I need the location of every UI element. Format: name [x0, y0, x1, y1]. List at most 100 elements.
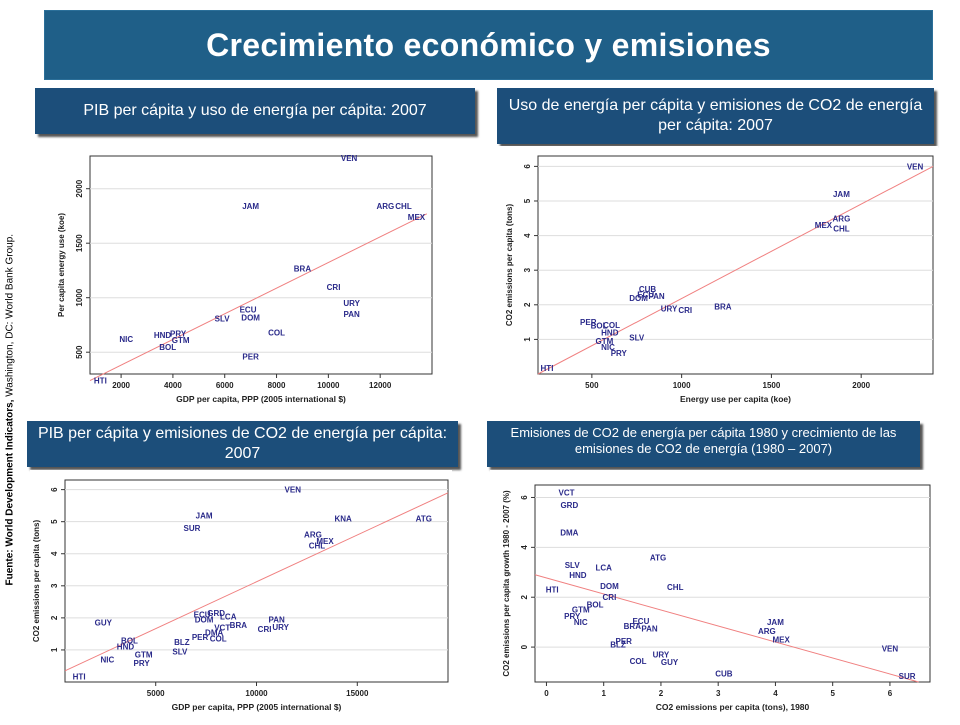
point-label-hti: HTI: [541, 364, 554, 373]
point-label-cri: CRI: [678, 306, 692, 315]
point-label-cub: CUB: [715, 669, 733, 678]
point-label-cri: CRI: [327, 283, 341, 292]
subtitle-bottom-right-text: Emisiones de CO2 de energía per cápita 1…: [510, 425, 897, 456]
point-label-bra: BRA: [714, 303, 732, 312]
subtitle-top-right-text: Uso de energía per cápita y emisiones de…: [508, 97, 923, 134]
point-label-dom: DOM: [195, 615, 214, 624]
x-axis-label: CO2 emissions per capita (tons), 1980: [656, 702, 810, 712]
point-label-dom: DOM: [600, 582, 619, 591]
chart-co2-growth: 0 2 4 6 0 1 2 3 4 5 6 CO2 emissions per capita (ton…: [490, 470, 935, 720]
point-label-kna: KNA: [335, 514, 353, 523]
point-label-grd: GRD: [560, 501, 578, 510]
point-label-chl: CHL: [667, 583, 684, 592]
point-label-ury: URY: [653, 651, 670, 660]
x-tick-label: 2000: [112, 381, 130, 390]
point-label-bol: BOL: [591, 322, 608, 331]
point-label-ven: VEN: [341, 154, 358, 163]
point-label-hnd: HND: [117, 643, 135, 652]
point-label-hnd: HND: [154, 331, 172, 340]
point-label-ury: URY: [343, 299, 360, 308]
x-tick-label: 2: [659, 689, 664, 698]
point-label-ven: VEN: [907, 162, 924, 171]
point-label-bol: BOL: [159, 343, 176, 352]
point-label-hti: HTI: [94, 377, 107, 386]
point-label-ecu: ECU: [194, 611, 211, 620]
y-tick-label: 0: [520, 644, 529, 649]
point-label-slv: SLV: [629, 334, 645, 343]
x-axis-label: GDP per capita, PPP (2005 international …: [172, 702, 342, 712]
plot-frame: [537, 155, 934, 375]
point-label-pry: PRY: [134, 659, 151, 668]
point-label-dom: DOM: [629, 294, 648, 303]
slide-title-bar: Crecimiento económico y emisiones: [44, 10, 933, 80]
x-tick-label: 6000: [216, 381, 234, 390]
subtitle-bottom-right: Emisiones de CO2 de energía per cápita 1…: [487, 421, 920, 467]
x-axis-label: GDP per capita, PPP (2005 international …: [176, 394, 346, 404]
point-label-gtm: GTM: [172, 336, 190, 345]
point-label-hti: HTI: [546, 586, 559, 595]
x-tick-label: 10000: [317, 381, 340, 390]
point-label-bol: BOL: [587, 601, 604, 610]
point-label-blz: BLZ: [174, 638, 190, 647]
point-label-cri: CRI: [603, 593, 617, 602]
x-tick-label: 500: [585, 381, 599, 390]
point-label-slv: SLV: [172, 648, 188, 657]
point-label-bra: BRA: [230, 621, 248, 630]
point-label-dma: DMA: [560, 528, 578, 537]
point-label-col: COL: [268, 329, 285, 338]
y-tick-label: 1: [523, 337, 532, 342]
chart-gdp-energy: 500 1000 1500 2000 2000 4000 6000 8000 10000 1200…: [40, 146, 440, 414]
x-tick-label: 12000: [369, 381, 392, 390]
y-tick-label: 1: [50, 647, 59, 652]
y-axis-label: CO2 emissions per capita (tons): [32, 520, 41, 643]
x-tick-label: 5000: [147, 689, 165, 698]
point-label-col: COL: [603, 321, 620, 330]
y-tick-label: 5: [523, 198, 532, 203]
point-label-pan: PAN: [648, 292, 665, 301]
point-label-pan: PAN: [344, 310, 361, 319]
point-label-pan: PAN: [269, 615, 286, 624]
fit-line: [64, 492, 449, 672]
x-tick-label: 1: [601, 689, 606, 698]
chart-co2-growth-svg: 0 2 4 6 0 1 2 3 4 5 6 CO2 emissions per capita (ton…: [502, 484, 931, 712]
chart-gdp-energy-svg: 500 1000 1500 2000 2000 4000 6000 8000 10000 1200…: [57, 154, 433, 404]
x-tick-label: 8000: [268, 381, 286, 390]
point-label-bra: BRA: [624, 622, 642, 631]
subtitle-top-left: PIB per cápita y uso de energía per cápi…: [35, 88, 475, 134]
y-tick-label: 6: [50, 487, 59, 492]
point-label-sur: SUR: [184, 524, 201, 533]
y-tick-label: 5: [50, 519, 59, 524]
point-label-nic: NIC: [119, 335, 133, 344]
point-label-mex: MEX: [316, 537, 334, 546]
y-tick-label: 6: [523, 164, 532, 169]
point-label-hti: HTI: [73, 673, 86, 682]
subtitle-top-right: Uso de energía per cápita y emisiones de…: [497, 88, 934, 144]
point-label-per: PER: [242, 353, 259, 362]
point-label-ven: VEN: [882, 644, 899, 653]
chart-gdp-co2: 1 2 3 4 5 6 5000 10000 15000 GDP per capita, PPP …: [30, 470, 452, 720]
point-label-dma: DMA: [205, 628, 223, 637]
y-tick-label: 4: [50, 551, 59, 556]
point-label-vct: VCT: [214, 623, 230, 632]
point-label-ecu: ECU: [637, 290, 654, 299]
point-label-atg: ATG: [650, 553, 666, 562]
x-tick-label: 5: [830, 689, 835, 698]
source-bold: Fuente: World Development Indicators,: [4, 399, 16, 586]
point-label-per: PER: [580, 318, 597, 327]
y-tick-label: 6: [520, 495, 529, 500]
x-tick-label: 0: [544, 689, 549, 698]
chart-gdp-co2-svg: 1 2 3 4 5 6 5000 10000 15000 GDP per capita, PPP …: [32, 479, 449, 712]
point-label-ecu: ECU: [240, 306, 257, 315]
y-tick-label: 1500: [75, 234, 84, 252]
chart-energy-co2: 1 2 3 4 5 6 500 1000 1500 2000 Energy use per capi…: [493, 146, 938, 414]
y-tick-label: 4: [523, 233, 532, 238]
point-label-gtm: GTM: [596, 337, 614, 346]
fit-line: [89, 213, 428, 381]
point-label-lca: LCA: [220, 612, 237, 621]
point-label-jam: JAM: [833, 190, 850, 199]
point-label-guy: GUY: [661, 658, 679, 667]
y-tick-label: 2000: [75, 179, 84, 197]
x-tick-label: 1000: [673, 381, 691, 390]
chart-energy-co2-svg: 1 2 3 4 5 6 500 1000 1500 2000 Energy use per capi…: [505, 155, 934, 404]
x-tick-label: 6: [888, 689, 893, 698]
